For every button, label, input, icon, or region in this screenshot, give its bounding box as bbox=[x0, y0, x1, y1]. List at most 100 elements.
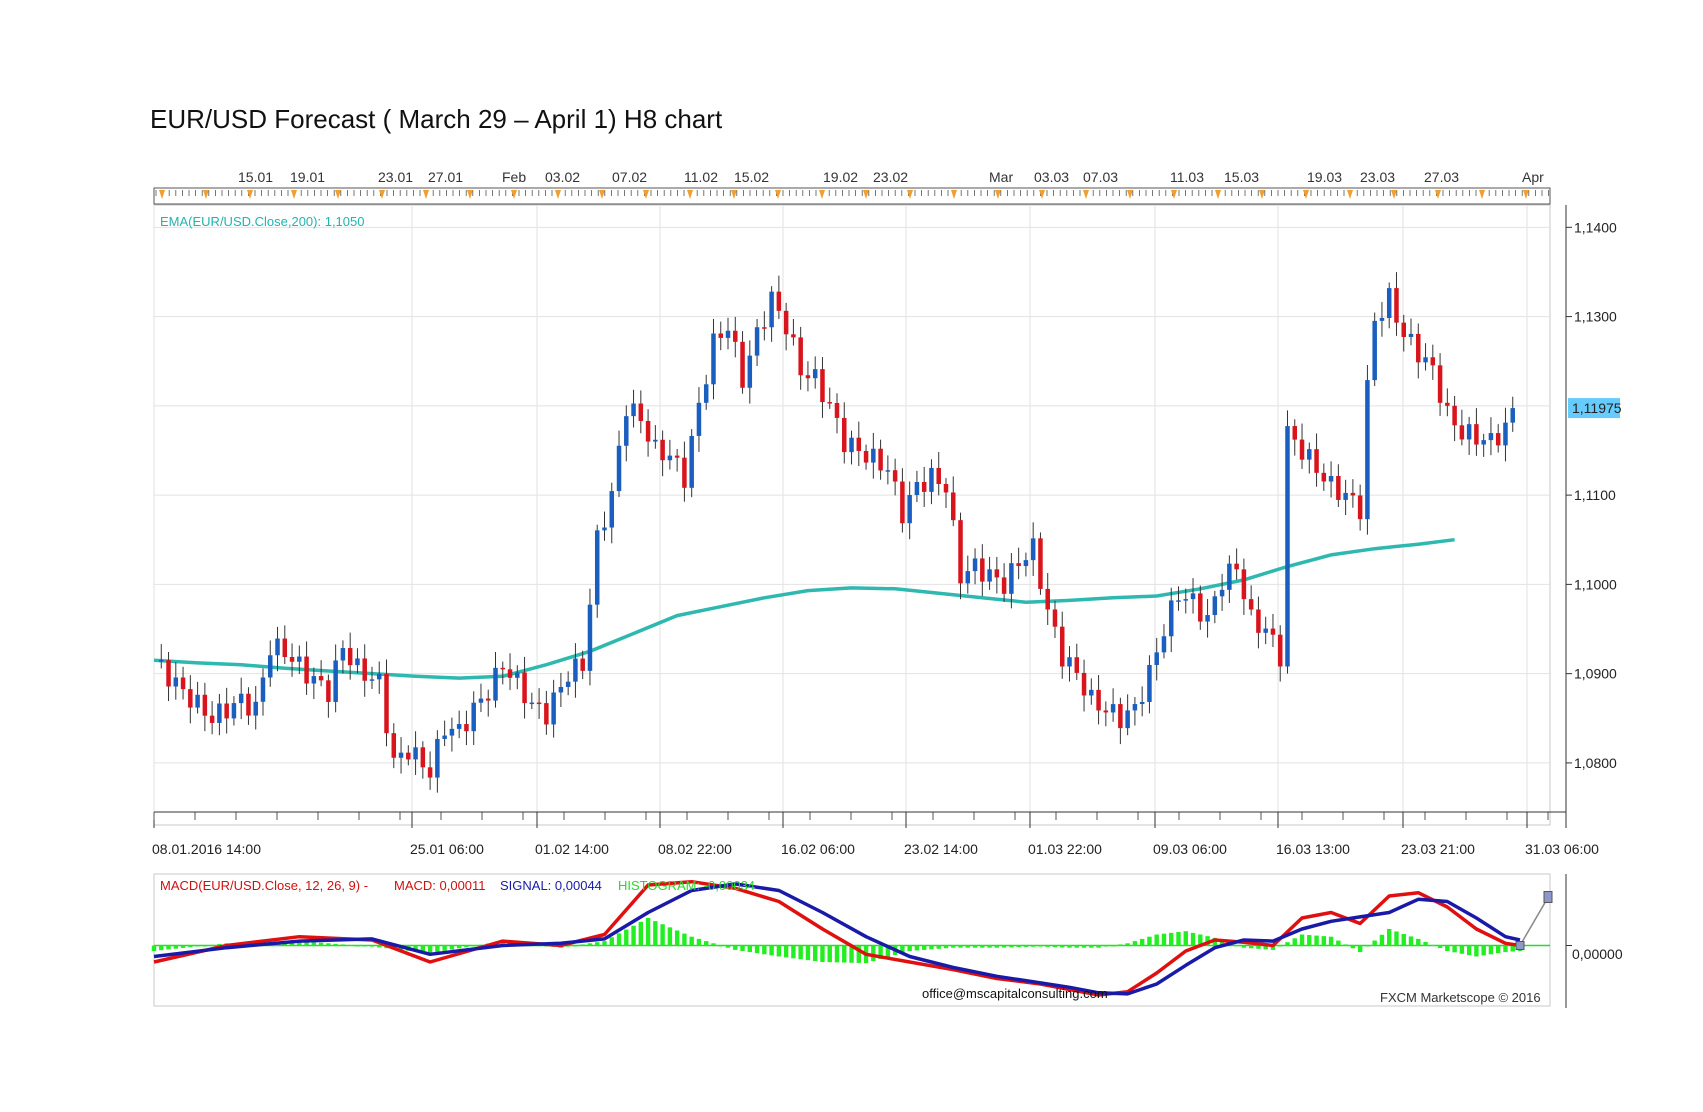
candle-body bbox=[856, 437, 862, 451]
macd-histogram-bar bbox=[1459, 945, 1465, 954]
candle-body bbox=[885, 470, 891, 472]
session-marker bbox=[643, 190, 649, 199]
projection-marker-end bbox=[1543, 891, 1553, 903]
macd-histogram-bar bbox=[1176, 932, 1181, 946]
x-tick-label: 01.03 22:00 bbox=[1028, 841, 1102, 857]
macd-histogram-bar bbox=[907, 945, 912, 951]
macd-histogram-bar bbox=[318, 942, 324, 946]
main-plot-frame bbox=[153, 204, 1551, 826]
candle-body bbox=[1139, 701, 1145, 705]
macd-histogram-bar bbox=[747, 945, 753, 953]
session-marker bbox=[775, 190, 781, 199]
y-tick-label: 1,1000 bbox=[1574, 576, 1617, 592]
macd-histogram-bar bbox=[725, 945, 731, 948]
macd-histogram-bar bbox=[1328, 936, 1334, 946]
candle-body bbox=[696, 402, 702, 436]
candle-body bbox=[892, 470, 898, 482]
candle-body bbox=[740, 341, 745, 388]
macd-histogram-bar bbox=[151, 945, 157, 951]
candle-body bbox=[798, 337, 803, 376]
candle-body bbox=[471, 702, 476, 732]
y-tick-label: 1,0900 bbox=[1574, 666, 1617, 682]
session-marker bbox=[819, 190, 825, 199]
top-tick-label: 19.01 bbox=[290, 169, 325, 185]
candle-body bbox=[1466, 424, 1472, 440]
candle-body bbox=[333, 660, 338, 702]
macd-histogram-bar bbox=[638, 921, 644, 946]
candle-body bbox=[340, 648, 346, 661]
candle-body bbox=[1270, 628, 1276, 635]
candle-body bbox=[1030, 538, 1036, 561]
candle-body bbox=[594, 530, 600, 605]
candle-body bbox=[900, 481, 905, 524]
candle-body bbox=[580, 658, 585, 671]
macd-histogram-bar bbox=[994, 945, 1000, 948]
macd-histogram-bar bbox=[1278, 945, 1283, 947]
macd-histogram-bar bbox=[936, 945, 941, 949]
macd-histogram-bar bbox=[1365, 945, 1370, 947]
macd-histogram-bar bbox=[595, 942, 600, 946]
candle-body bbox=[849, 437, 854, 453]
top-tick-label: 07.03 bbox=[1083, 169, 1118, 185]
macd-histogram-bar bbox=[369, 945, 375, 947]
macd-histogram-bar bbox=[783, 945, 789, 958]
macd-histogram-bar bbox=[631, 925, 636, 946]
candle-body bbox=[1277, 634, 1283, 667]
macd-histogram-bar bbox=[740, 945, 745, 951]
macd-histogram-bar bbox=[1009, 945, 1014, 948]
candle-body bbox=[624, 416, 629, 446]
candle-body bbox=[1219, 589, 1225, 597]
bottom-axis: 08.01.2016 14:00 25.01 06:00 01.02 14:00 08… bbox=[152, 812, 1599, 857]
macd-histogram-bar bbox=[1161, 933, 1167, 946]
candle-body bbox=[1234, 563, 1239, 570]
macd-histogram-bar bbox=[1401, 933, 1406, 946]
macd-histogram-bar bbox=[1219, 940, 1225, 946]
candle-body bbox=[376, 673, 382, 680]
macd-histogram-bar bbox=[813, 945, 818, 962]
macd-histogram-bar bbox=[1357, 945, 1363, 953]
candle-body bbox=[209, 715, 215, 723]
macd-histogram-bar bbox=[965, 945, 970, 948]
candle-body bbox=[1110, 704, 1116, 713]
macd-histogram-bar bbox=[1408, 936, 1414, 946]
candle-body bbox=[282, 638, 288, 658]
candle-body bbox=[1263, 628, 1268, 633]
macd-histogram-bar bbox=[1321, 936, 1327, 946]
macd-histogram-bar bbox=[1060, 945, 1065, 948]
candle-body bbox=[1474, 424, 1479, 445]
macd-histogram-bar bbox=[1336, 940, 1341, 946]
macd-histogram-bar bbox=[1081, 945, 1087, 948]
top-tick-label: 11.03 bbox=[1170, 169, 1204, 185]
session-marker bbox=[1303, 190, 1309, 199]
session-marker bbox=[599, 190, 605, 199]
macd-histogram-bar bbox=[849, 945, 854, 963]
macd-histogram-bar bbox=[943, 945, 949, 949]
candle-body bbox=[347, 648, 353, 666]
macd-histogram-bar bbox=[820, 945, 825, 962]
macd-histogram-bar bbox=[958, 945, 963, 948]
macd-histogram-bar bbox=[464, 945, 469, 948]
macd-histogram-bar bbox=[776, 945, 782, 957]
session-marker bbox=[1083, 190, 1089, 199]
macd-histogram-bar bbox=[1307, 935, 1312, 946]
session-marker bbox=[687, 190, 693, 199]
macd-histogram-bar bbox=[1234, 945, 1239, 947]
macd-histogram-bar bbox=[1343, 944, 1348, 946]
candle-body bbox=[297, 656, 302, 662]
candle-body bbox=[1183, 599, 1189, 601]
candles bbox=[159, 272, 1515, 793]
candle-body bbox=[1321, 472, 1327, 482]
macd-histogram-bar bbox=[624, 929, 629, 946]
candle-body bbox=[1009, 563, 1014, 594]
macd-histogram-bar bbox=[362, 945, 367, 947]
candle-body bbox=[238, 693, 244, 704]
watermark: office@mscapitalconsulting.com bbox=[922, 986, 1108, 1001]
session-marker bbox=[1391, 190, 1397, 199]
y-tick-label: 1,1100 bbox=[1574, 487, 1616, 503]
macd-histogram-bar bbox=[972, 945, 978, 948]
candle-body bbox=[1248, 599, 1254, 610]
macd-histogram-bar bbox=[202, 945, 208, 947]
macd-histogram-bar bbox=[377, 945, 382, 948]
candle-body bbox=[921, 481, 927, 492]
session-marker bbox=[1039, 190, 1045, 199]
